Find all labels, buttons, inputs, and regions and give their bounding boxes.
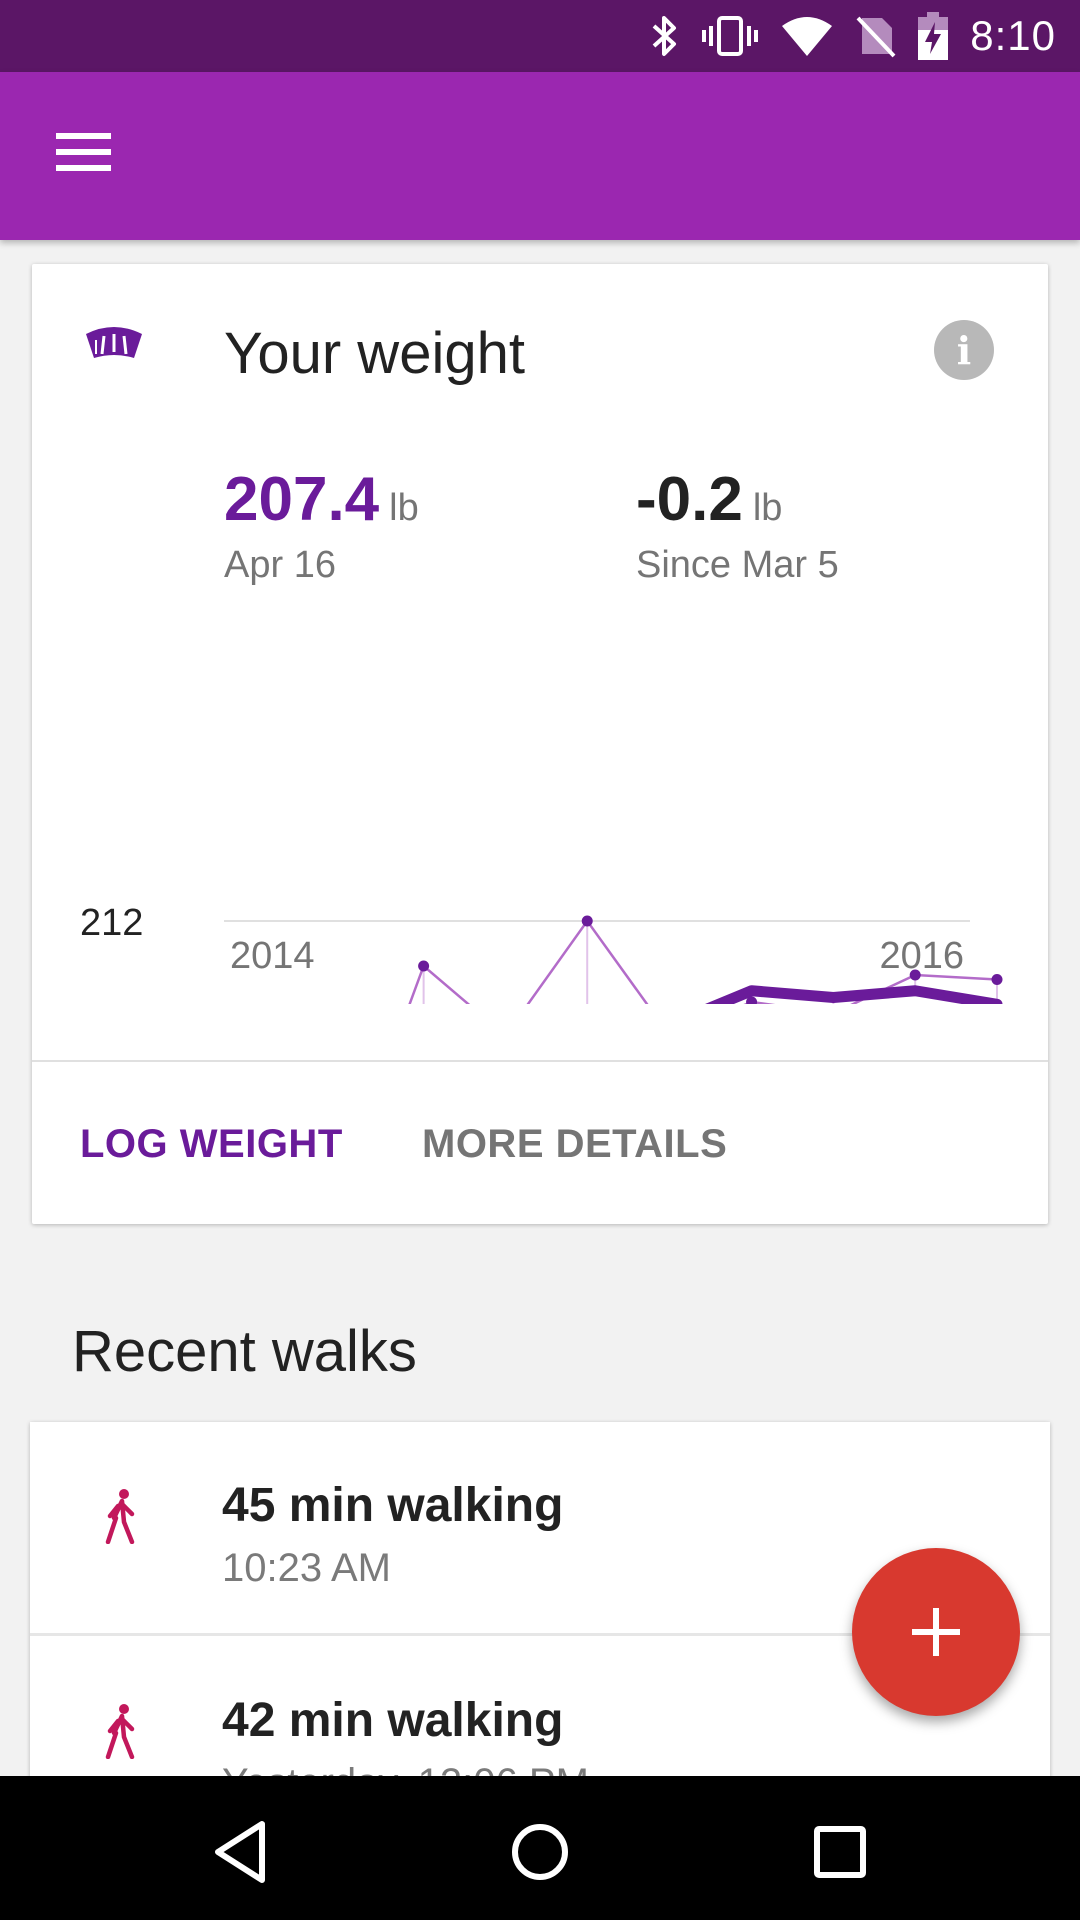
trend-line (705, 985, 1003, 1004)
log-weight-button[interactable]: LOG WEIGHT (80, 1122, 343, 1166)
walk-time: 10:23 AM (222, 1546, 392, 1590)
current-weight-unit: lb (389, 487, 419, 529)
walking-icon (105, 1489, 135, 1544)
info-icon[interactable]: i (934, 320, 994, 380)
list-item[interactable]: 45 min walking 10:23 AM (30, 1422, 1050, 1636)
card-title: Your weight (224, 321, 525, 386)
weight-card: Your weight i 207.4 lb Apr 16 -0.2 lb Sinc… (32, 264, 1048, 1224)
walk-title: 45 min walking (222, 1479, 564, 1532)
plus-icon (912, 1608, 960, 1656)
data-point (909, 969, 921, 981)
card-divider (32, 1060, 1048, 1062)
current-weight-date: Apr 16 (224, 544, 336, 586)
hamburger-menu-icon[interactable] (44, 122, 124, 190)
current-weight-value: 207.4 (224, 465, 380, 534)
recents-icon[interactable] (800, 1812, 880, 1892)
weight-change: -0.2 lb (636, 464, 782, 535)
weight-change-value: -0.2 (636, 465, 743, 534)
weight-chart: 212 198 2014 2016 (80, 902, 1003, 1004)
battery-charging-icon (918, 12, 949, 60)
back-icon[interactable] (200, 1812, 280, 1892)
data-point (418, 960, 430, 972)
walk-title: 42 min walking (222, 1694, 564, 1747)
y-tick-label-top: 212 (80, 902, 143, 944)
vibrate-icon (702, 16, 759, 56)
weight-change-since: Since Mar 5 (636, 544, 839, 586)
data-point (991, 974, 1003, 985)
data-point (746, 996, 758, 1004)
status-time: 8:10 (970, 12, 1056, 59)
system-nav-bar (0, 1776, 1080, 1920)
walking-icon (105, 1704, 135, 1759)
add-fab-button[interactable] (852, 1548, 1020, 1716)
weight-change-unit: lb (752, 487, 783, 529)
x-tick-label-start: 2014 (230, 935, 315, 977)
no-sim-icon (856, 16, 896, 58)
current-weight: 207.4 lb (224, 464, 419, 535)
home-icon[interactable] (500, 1812, 580, 1892)
app-bar (0, 72, 1080, 240)
status-bar: 8:10 (0, 0, 1080, 72)
scale-icon (86, 327, 142, 358)
recent-walks-title: Recent walks (72, 1319, 417, 1384)
bluetooth-icon (652, 16, 677, 56)
data-point (581, 915, 593, 927)
more-details-button[interactable]: MORE DETAILS (422, 1122, 728, 1166)
wifi-icon (782, 17, 833, 56)
x-tick-label-end: 2016 (879, 935, 964, 977)
